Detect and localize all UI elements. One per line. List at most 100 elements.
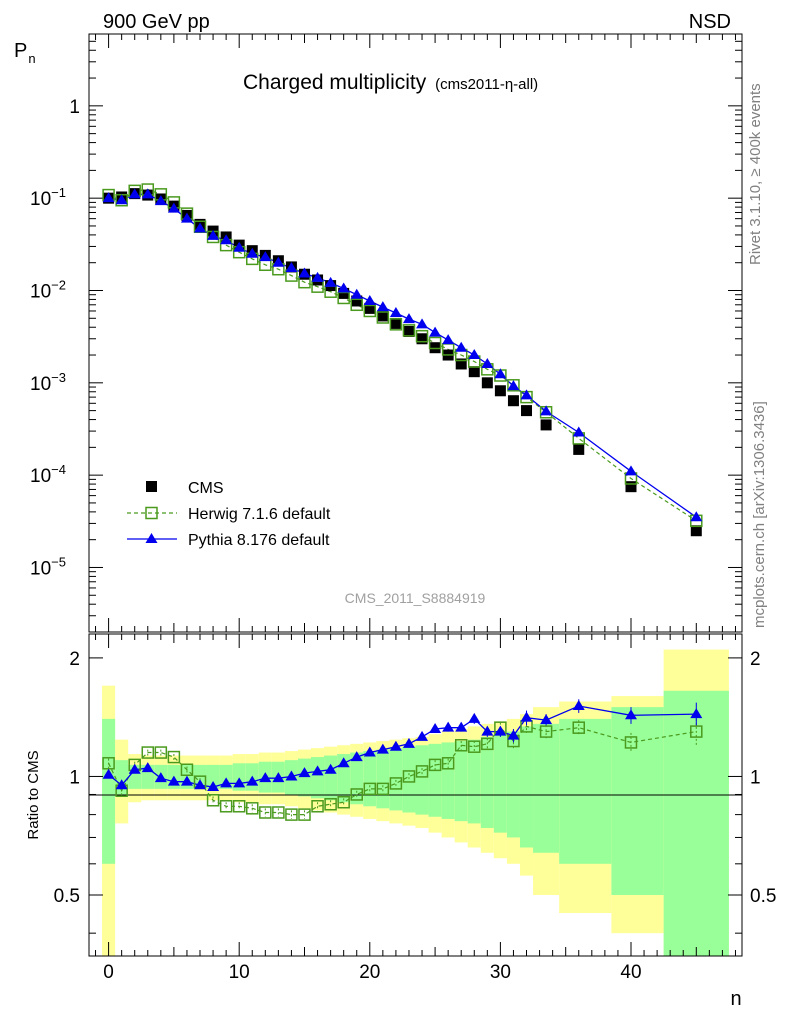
band-inner-bin <box>324 755 338 801</box>
herwig-ratio-point <box>180 763 194 776</box>
top-panel-frame <box>88 33 743 633</box>
herwig-ratio-point <box>285 808 298 821</box>
pythia-point <box>624 465 637 476</box>
band-inner-bin <box>415 745 429 815</box>
pythia-ratio-point <box>481 725 494 736</box>
pythia-point <box>540 405 553 416</box>
pythia-point <box>690 511 703 522</box>
cms-point <box>507 395 519 407</box>
band-inner-bin <box>611 707 664 895</box>
pythia-ratio-point <box>520 711 533 722</box>
header-energy: 900 GeV pp <box>103 11 210 33</box>
band-inner-bin <box>350 752 364 805</box>
herwig-ratio-point <box>141 746 155 759</box>
pythia-ratio-point <box>494 725 507 736</box>
herwig-ratio-point <box>468 740 481 753</box>
pythia-ratio-point <box>220 777 233 788</box>
pythia-ratio-point <box>324 763 337 774</box>
pythia-ratio-point <box>389 740 402 751</box>
x-axis-label: n <box>730 988 741 1010</box>
legend-item-pythia: Pythia 8.176 default <box>127 532 330 549</box>
axis-ticks: 0 10 20 30 40 1 10−1 10−2 10−3 10−4 10−5 0.5 0.5 1 1 2 2 <box>30 33 776 983</box>
band-inner-bin <box>402 746 416 813</box>
pythia-point <box>128 188 141 199</box>
ratio-y-tick-label: 2 <box>69 649 80 670</box>
band-inner-bin <box>376 749 390 809</box>
herwig-ratio-point <box>402 770 416 783</box>
herwig-point <box>415 329 429 343</box>
pythia-line <box>108 193 697 518</box>
herwig-ratio-point <box>572 721 585 734</box>
herwig-point <box>350 298 363 312</box>
pythia-ratio-point <box>468 712 481 723</box>
herwig-point <box>389 318 403 331</box>
plot-title: Charged multiplicity (cms2011-η-all) <box>243 71 538 94</box>
cms-point <box>494 385 506 397</box>
herwig-ratio-point <box>376 782 390 796</box>
band-inner-bin <box>441 742 455 819</box>
plot-title-sub: (cms2011-η-all) <box>435 76 538 93</box>
herwig-ratio-point <box>389 777 403 790</box>
band-inner-bin <box>559 718 612 864</box>
herwig-ratio-point <box>624 736 638 749</box>
ratio-panel-frame <box>88 633 743 957</box>
pythia-point <box>102 192 115 203</box>
herwig-ratio-point <box>298 808 311 821</box>
herwig-ratio-point <box>337 795 350 809</box>
pythia-point <box>220 234 233 245</box>
x-tick-label: 40 <box>620 962 641 983</box>
cms-point <box>455 358 467 370</box>
pythia-point <box>468 349 481 360</box>
x-tick-label: 0 <box>103 962 114 983</box>
herwig-ratio-point <box>363 782 377 796</box>
cms-point <box>468 366 480 378</box>
pythia-ratio-point <box>572 699 585 710</box>
pythia-ratio-point <box>402 737 415 748</box>
legend-item-herwig: Herwig 7.1.6 default <box>127 506 331 523</box>
top-ylabel: Pn <box>14 40 36 66</box>
cms-point <box>690 525 702 537</box>
band-inner-bin <box>102 718 116 864</box>
ratio-y-tick-label: 0.5 <box>54 886 80 907</box>
pythia-point <box>389 307 402 318</box>
pythia-ratio-point <box>285 770 298 781</box>
band-inner-bin <box>311 757 325 799</box>
pythia-ratio-point <box>246 775 259 786</box>
header-process: NSD <box>689 11 731 33</box>
pythia-ratio-point <box>540 714 553 725</box>
herwig-ratio-point <box>311 800 324 813</box>
pythia-ratio-point <box>141 762 154 773</box>
pythia-ratio-point <box>115 779 128 790</box>
pythia-point <box>180 212 193 223</box>
pythia-point <box>429 326 442 337</box>
x-tick-label: 30 <box>490 962 511 983</box>
pythia-point <box>115 194 128 205</box>
herwig-ratio-point <box>428 758 442 772</box>
pythia-ratio-point <box>455 721 468 732</box>
cms-point <box>625 481 637 493</box>
pythia-ratio-point <box>690 708 703 719</box>
top-y-tick-label: 10−2 <box>30 277 66 302</box>
pythia-point <box>376 301 389 312</box>
ratio-panel <box>88 633 743 957</box>
pythia-point <box>481 357 494 368</box>
pythia-point <box>350 288 363 299</box>
herwig-point <box>428 336 442 350</box>
pythia-point <box>311 271 324 282</box>
herwig-point <box>507 379 520 392</box>
pythia-ratio-point <box>416 730 429 741</box>
band-inner-bin <box>363 751 377 807</box>
pythia-point <box>363 294 376 305</box>
plot-title-main: Charged multiplicity <box>243 71 427 94</box>
cms-point <box>351 295 363 307</box>
pythia-ratio-point <box>102 768 115 779</box>
pythia-point <box>246 247 259 258</box>
herwig-ratio-point <box>154 746 168 759</box>
pythia-ratio-point <box>311 765 324 776</box>
top-y-tick-label: 10−5 <box>30 554 66 579</box>
pythia-ratio-point <box>337 757 350 768</box>
pythia-point <box>324 276 337 287</box>
band-inner-bin <box>206 764 220 789</box>
pythia-ratio-point <box>154 772 167 783</box>
pythia-point <box>416 318 429 329</box>
